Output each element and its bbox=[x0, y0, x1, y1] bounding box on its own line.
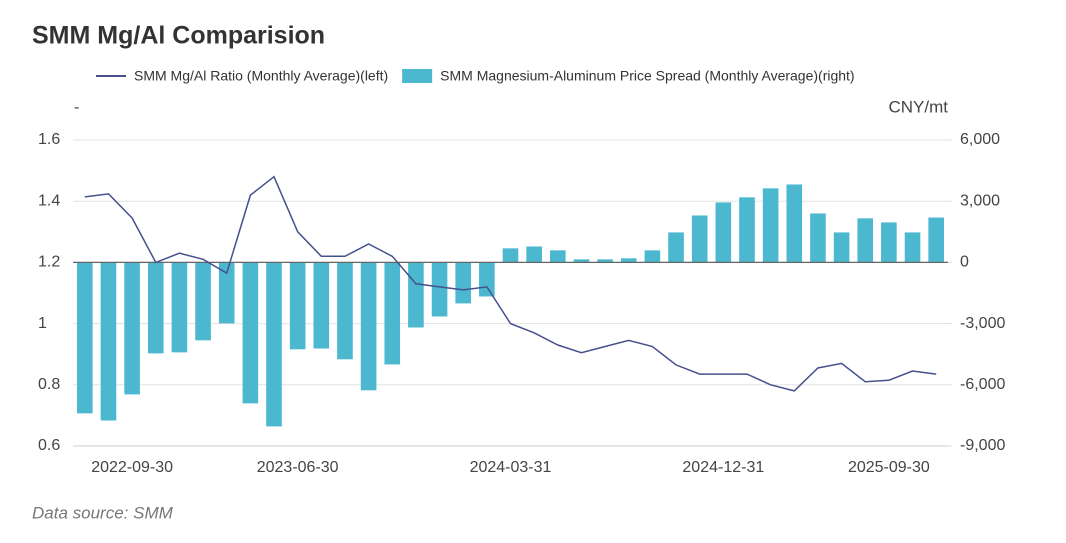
bar bbox=[408, 262, 424, 328]
bar bbox=[195, 262, 211, 341]
y2-tick-label: -9,000 bbox=[960, 437, 1005, 454]
x-tick-label: 2023-06-30 bbox=[257, 459, 339, 476]
y2-tick-label: -6,000 bbox=[960, 376, 1005, 393]
bar bbox=[620, 258, 637, 263]
source-note: Data source: SMM bbox=[32, 503, 174, 522]
y-tick-label: 0.8 bbox=[38, 376, 60, 393]
bar bbox=[384, 262, 401, 365]
x-tick-label: 2024-03-31 bbox=[470, 459, 552, 476]
y-axis-label: - bbox=[74, 99, 79, 116]
bar bbox=[786, 184, 803, 263]
y-tick-label: 1 bbox=[38, 315, 47, 332]
legend-swatch bbox=[402, 69, 433, 83]
bar bbox=[218, 262, 235, 324]
chart-title: SMM Mg/Al Comparision bbox=[32, 22, 325, 50]
bar bbox=[691, 215, 708, 263]
bar bbox=[644, 250, 661, 263]
bar bbox=[833, 232, 850, 263]
bar bbox=[549, 250, 566, 263]
bar bbox=[597, 259, 613, 263]
bar bbox=[242, 262, 259, 404]
bar bbox=[313, 262, 330, 349]
y2-tick-label: 0 bbox=[960, 254, 969, 271]
bar bbox=[77, 262, 93, 414]
bar bbox=[171, 262, 188, 353]
x-tick-label: 2022-09-30 bbox=[91, 459, 173, 476]
bar bbox=[455, 262, 472, 304]
bar bbox=[810, 213, 826, 263]
y-tick-label: 1.2 bbox=[38, 254, 60, 271]
line bbox=[84, 175, 937, 392]
bar bbox=[904, 232, 921, 263]
y2-tick-label: -3,000 bbox=[960, 315, 1005, 332]
bar bbox=[928, 217, 944, 263]
x-tick-label: 2025-09-30 bbox=[848, 459, 930, 476]
bar bbox=[289, 262, 306, 350]
bar bbox=[124, 262, 140, 395]
bar bbox=[100, 262, 117, 421]
bar bbox=[526, 246, 542, 263]
bar bbox=[881, 222, 897, 263]
bar bbox=[762, 188, 779, 263]
legend-label: SMM Mg/Al Ratio (Monthly Average)(left) bbox=[134, 68, 388, 84]
bar bbox=[337, 262, 353, 360]
bar bbox=[668, 232, 684, 263]
y-tick-label: 0.6 bbox=[38, 437, 60, 454]
y-tick-label: 1.6 bbox=[38, 131, 60, 148]
bar bbox=[502, 248, 519, 263]
y2-axis-label: CNY/mt bbox=[889, 97, 949, 116]
bar bbox=[360, 262, 377, 391]
x-tick-label: 2024-12-31 bbox=[682, 459, 764, 476]
bar bbox=[147, 262, 164, 354]
bar bbox=[266, 262, 282, 427]
bar bbox=[479, 262, 495, 297]
y2-tick-label: 6,000 bbox=[960, 131, 1000, 148]
bar bbox=[715, 202, 732, 263]
legend-label: SMM Magnesium-Aluminum Price Spread (Mon… bbox=[440, 68, 854, 84]
y-tick-label: 1.4 bbox=[38, 192, 60, 209]
bar bbox=[573, 259, 590, 263]
bar bbox=[739, 197, 755, 263]
y2-tick-label: 3,000 bbox=[960, 192, 1000, 209]
bar bbox=[857, 218, 874, 263]
bar bbox=[431, 262, 448, 317]
